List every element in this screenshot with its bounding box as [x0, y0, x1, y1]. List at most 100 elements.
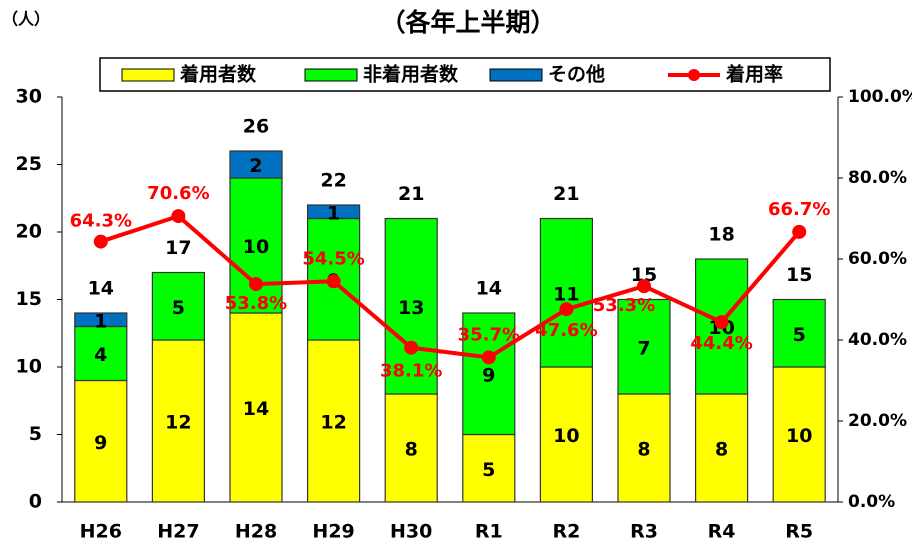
- bar-segment: [151, 271, 205, 341]
- bar-segment: [74, 379, 128, 503]
- segment-label: 5: [793, 324, 806, 346]
- x-tick-label: H27: [157, 521, 199, 543]
- bar-segment: [772, 298, 826, 368]
- x-tick-label: R2: [552, 521, 580, 543]
- legend-swatch: [304, 68, 358, 82]
- legend-label: その他: [548, 63, 605, 86]
- rate-marker: [249, 277, 263, 292]
- rate-label: 44.4%: [690, 333, 752, 354]
- segment-label: 13: [398, 297, 424, 319]
- y-tick-label: 25: [16, 153, 42, 175]
- segment-label: 10: [243, 236, 269, 258]
- segment-label: 8: [637, 439, 650, 461]
- x-tick-label: H28: [235, 521, 277, 543]
- segment-label: 12: [165, 412, 191, 434]
- rate-marker: [404, 340, 419, 355]
- total-label: 21: [553, 183, 579, 205]
- x-tick-label: H29: [312, 521, 354, 543]
- rate-label: 38.1%: [380, 361, 442, 382]
- total-label: 21: [398, 183, 424, 205]
- legend-marker: [688, 69, 700, 81]
- segment-label: 10: [786, 425, 812, 447]
- legend-swatch: [121, 68, 175, 82]
- y-axis-label: （人）: [2, 10, 50, 29]
- segment-label: 7: [637, 337, 650, 359]
- y-tick-label: 5: [29, 423, 42, 445]
- x-tick-label: H30: [390, 521, 432, 543]
- rate-label: 66.7%: [768, 199, 830, 220]
- y-tick-label: 30: [16, 86, 42, 108]
- rate-label: 64.3%: [70, 211, 132, 232]
- segment-label: 12: [320, 412, 346, 434]
- rate-marker: [93, 234, 108, 249]
- bar-segment: [539, 366, 594, 503]
- rate-marker: [792, 224, 807, 239]
- y-tick-label: 10: [16, 356, 42, 378]
- legend-swatch: [489, 68, 543, 82]
- legend-label: 着用者数: [180, 63, 257, 86]
- bar-segment: [229, 150, 283, 179]
- total-label: 15: [786, 264, 812, 286]
- bar-segment: [74, 312, 128, 328]
- segment-label: 2: [249, 155, 262, 177]
- bar-segment: [694, 393, 749, 503]
- bar-segment: [151, 339, 205, 503]
- rate-label: 47.6%: [535, 320, 597, 341]
- bar-segment: [307, 204, 361, 220]
- bar-segment: [617, 393, 671, 503]
- segment-label: 5: [482, 459, 495, 481]
- segment-label: 14: [243, 398, 269, 420]
- y2-tick-label: 20.0%: [848, 411, 907, 431]
- segment-label: 1: [327, 202, 340, 224]
- rate-marker: [171, 209, 186, 224]
- rate-marker: [559, 302, 574, 317]
- rate-label: 70.6%: [147, 183, 209, 204]
- rate-marker: [481, 350, 496, 365]
- bar-segment: [384, 393, 438, 503]
- y2-tick-label: 0.0%: [848, 492, 895, 512]
- bar-segment: [74, 325, 128, 382]
- bar-segment: [229, 312, 283, 503]
- segment-label: 11: [553, 283, 579, 305]
- x-tick-label: R5: [785, 521, 813, 543]
- bar-segment: [462, 312, 516, 436]
- segment-label: 9: [94, 432, 107, 454]
- segment-label: 1: [94, 310, 107, 332]
- total-label: 14: [476, 278, 502, 300]
- bar-segment: [617, 298, 671, 395]
- segment-label: 4: [94, 344, 107, 366]
- bar-segment: [307, 339, 361, 503]
- x-tick-label: R4: [708, 521, 736, 543]
- x-tick-label: H26: [80, 521, 122, 543]
- y-tick-label: 15: [16, 288, 42, 310]
- rate-label: 53.8%: [225, 293, 287, 314]
- legend-label: 非着用者数: [363, 63, 459, 86]
- legend-label: 着用率: [726, 63, 783, 86]
- y-tick-label: 20: [16, 221, 42, 243]
- segment-label: 8: [715, 439, 728, 461]
- segment-label: 9: [482, 364, 495, 386]
- chart-title: （各年上半期）: [380, 8, 555, 37]
- total-label: 18: [708, 224, 734, 246]
- rate-line: [100, 213, 801, 360]
- y2-tick-label: 100.0%: [848, 87, 912, 107]
- rate-marker: [637, 279, 651, 294]
- total-label: 17: [165, 237, 191, 259]
- bar-segment: [539, 217, 594, 368]
- y2-tick-label: 60.0%: [848, 249, 907, 269]
- rate-label: 54.5%: [302, 248, 364, 269]
- total-label: 14: [88, 278, 114, 300]
- rate-marker: [714, 315, 729, 330]
- rate-label: 35.7%: [458, 324, 520, 345]
- x-tick-label: R1: [475, 521, 503, 543]
- segment-label: 8: [405, 439, 418, 461]
- rate-marker: [326, 274, 341, 289]
- segment-label: 5: [172, 297, 185, 319]
- rate-label: 53.3%: [593, 295, 655, 316]
- total-label: 26: [243, 116, 269, 138]
- y2-tick-label: 80.0%: [848, 168, 907, 188]
- total-label: 15: [631, 264, 657, 286]
- x-tick-label: R3: [630, 521, 658, 543]
- total-label: 22: [320, 170, 346, 192]
